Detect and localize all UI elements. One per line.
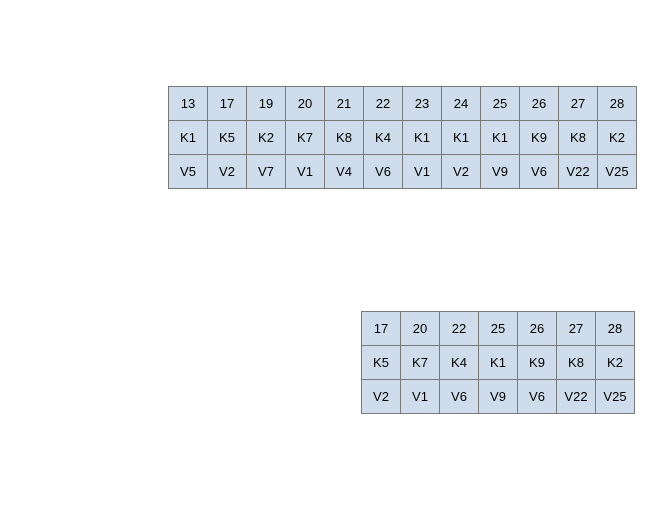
cell: V9: [481, 155, 520, 189]
table-row: V2V1V6V9V6V22V25: [362, 380, 635, 414]
cell: V6: [440, 380, 479, 414]
cell: 19: [247, 87, 286, 121]
cell: V25: [596, 380, 635, 414]
table-row: 131719202122232425262728: [169, 87, 637, 121]
table-row: K1K5K2K7K8K4K1K1K1K9K8K2: [169, 121, 637, 155]
cell: K9: [518, 346, 557, 380]
cell: K2: [596, 346, 635, 380]
cell: K1: [403, 121, 442, 155]
cell: 26: [518, 312, 557, 346]
table-row: K5K7K4K1K9K8K2: [362, 346, 635, 380]
cell: V6: [520, 155, 559, 189]
cell: V6: [364, 155, 403, 189]
cell: V1: [401, 380, 440, 414]
cell: 21: [325, 87, 364, 121]
cell: K1: [442, 121, 481, 155]
cell: V22: [559, 155, 598, 189]
cell: K9: [520, 121, 559, 155]
cell: V25: [598, 155, 637, 189]
cell: K1: [481, 121, 520, 155]
cell: 25: [481, 87, 520, 121]
cell: 28: [598, 87, 637, 121]
cell: 26: [520, 87, 559, 121]
cell: K7: [401, 346, 440, 380]
cell: 28: [596, 312, 635, 346]
cell: 27: [557, 312, 596, 346]
cell: V2: [442, 155, 481, 189]
cell: V7: [247, 155, 286, 189]
cell: 20: [401, 312, 440, 346]
table-row: V5V2V7V1V4V6V1V2V9V6V22V25: [169, 155, 637, 189]
cell: K5: [362, 346, 401, 380]
cell: 27: [559, 87, 598, 121]
cell: 25: [479, 312, 518, 346]
cell: K7: [286, 121, 325, 155]
cell: 20: [286, 87, 325, 121]
cell: K2: [247, 121, 286, 155]
cell: K1: [479, 346, 518, 380]
cell: V1: [286, 155, 325, 189]
cell: K8: [559, 121, 598, 155]
cell: V2: [362, 380, 401, 414]
cell: K8: [557, 346, 596, 380]
cell: 17: [362, 312, 401, 346]
cell: V4: [325, 155, 364, 189]
cell: 13: [169, 87, 208, 121]
cell: V6: [518, 380, 557, 414]
cell: K1: [169, 121, 208, 155]
cell: K4: [364, 121, 403, 155]
table2: 17202225262728K5K7K4K1K9K8K2V2V1V6V9V6V2…: [361, 311, 635, 414]
table1-grid: 131719202122232425262728K1K5K2K7K8K4K1K1…: [168, 86, 637, 189]
cell: K2: [598, 121, 637, 155]
table2-grid: 17202225262728K5K7K4K1K9K8K2V2V1V6V9V6V2…: [361, 311, 635, 414]
cell: V5: [169, 155, 208, 189]
cell: 22: [440, 312, 479, 346]
cell: V9: [479, 380, 518, 414]
cell: K8: [325, 121, 364, 155]
cell: V1: [403, 155, 442, 189]
cell: 22: [364, 87, 403, 121]
table-row: 17202225262728: [362, 312, 635, 346]
cell: V2: [208, 155, 247, 189]
cell: 24: [442, 87, 481, 121]
cell: 23: [403, 87, 442, 121]
cell: 17: [208, 87, 247, 121]
table1: 131719202122232425262728K1K5K2K7K8K4K1K1…: [168, 86, 637, 189]
cell: V22: [557, 380, 596, 414]
cell: K5: [208, 121, 247, 155]
cell: K4: [440, 346, 479, 380]
